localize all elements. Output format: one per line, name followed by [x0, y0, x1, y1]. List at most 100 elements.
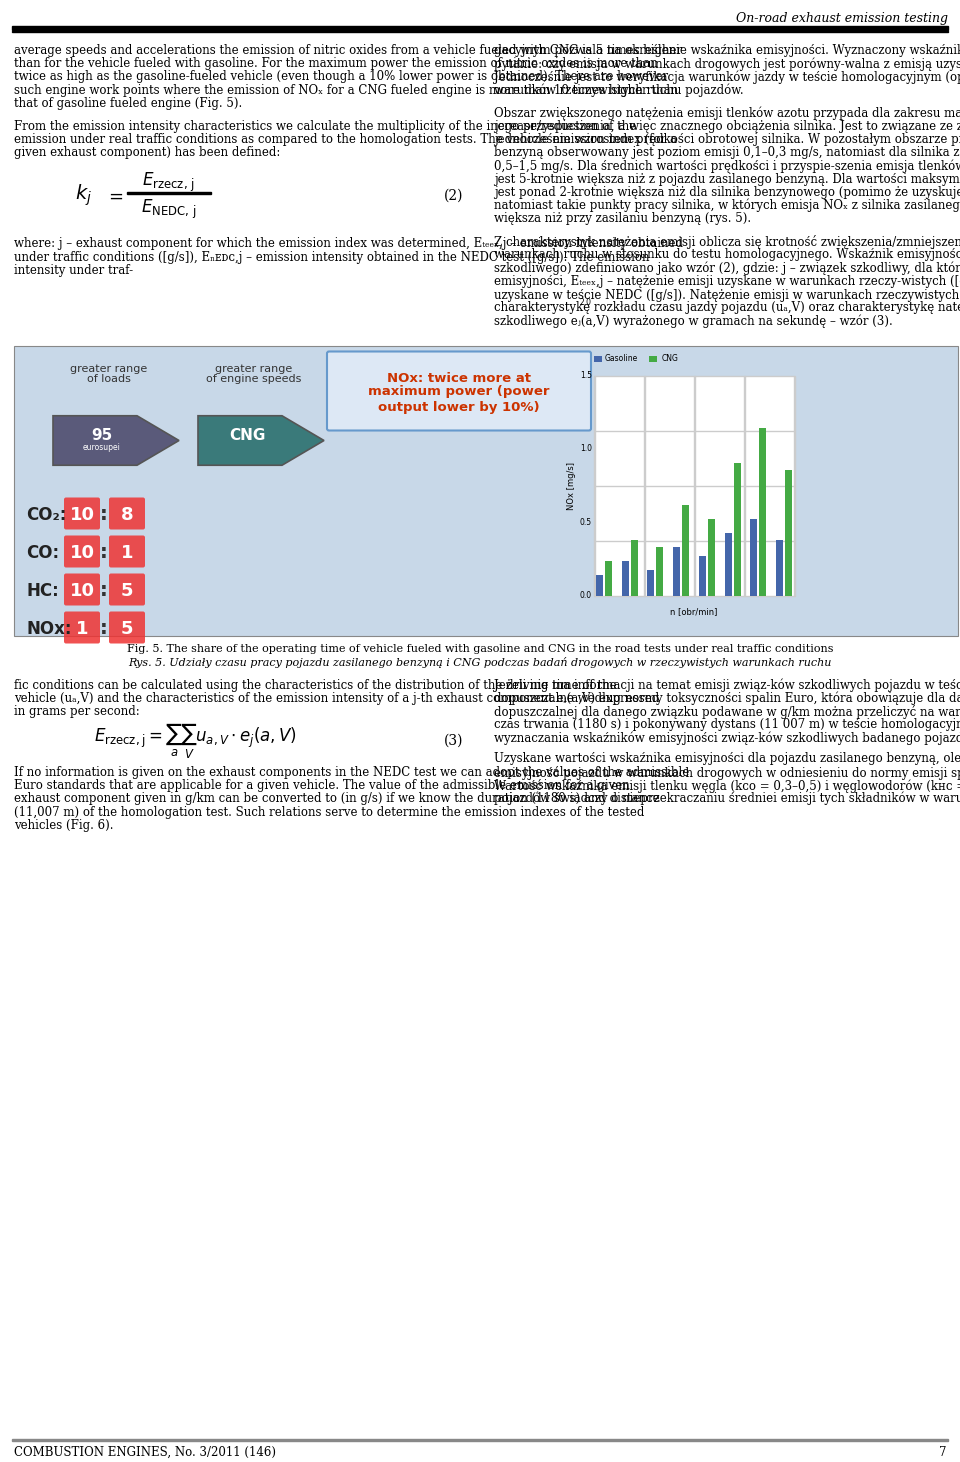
Text: (11,007 m) of the homologation test. Such relations serve to determine the emiss: (11,007 m) of the homologation test. Suc… — [14, 806, 644, 819]
FancyBboxPatch shape — [64, 573, 100, 605]
Text: maximum power (power: maximum power (power — [369, 386, 550, 399]
Text: 1: 1 — [121, 544, 133, 561]
Text: COMBUSTION ENGINES, No. 3/2011 (146): COMBUSTION ENGINES, No. 3/2011 (146) — [14, 1446, 276, 1459]
Text: such engine work points where the emission of NOₓ for a CNG fueled engine is mor: such engine work points where the emissi… — [14, 83, 678, 96]
Bar — [605, 560, 612, 595]
Text: NOx [mg/s]: NOx [mg/s] — [567, 462, 577, 509]
FancyBboxPatch shape — [109, 611, 145, 643]
Text: jest ponad 2-krotnie większa niż dla silnika benzynowego (pomimo że uzyskuje się: jest ponad 2-krotnie większa niż dla sil… — [494, 186, 960, 199]
Text: vehicle (uₐ,V) and the characteristics of the emission intensity of a j-th exhau: vehicle (uₐ,V) and the characteristics o… — [14, 692, 660, 705]
Bar — [657, 547, 663, 595]
Bar — [649, 355, 657, 361]
Text: eurosupei: eurosupei — [84, 443, 121, 452]
Text: Jednocześnie jest to weryfikacja warunków jazdy w teście homologacyjnym (opracow: Jednocześnie jest to weryfikacja warunkó… — [494, 70, 960, 83]
Text: 7: 7 — [939, 1446, 946, 1459]
Text: Rys. 5. Udziały czasu pracy pojazdu zasilanego benzyną i CNG podczas badań drogo: Rys. 5. Udziały czasu pracy pojazdu zasi… — [129, 656, 831, 668]
Text: of engine speeds: of engine speeds — [206, 374, 301, 385]
Text: greater range: greater range — [70, 364, 148, 373]
Text: :: : — [100, 618, 108, 637]
Bar — [631, 539, 637, 595]
Text: benzyną obserwowany jest poziom emisji 0,1–0,3 mg/s, natomiast dla silnika zasil: benzyną obserwowany jest poziom emisji 0… — [494, 146, 960, 159]
Text: 0.0: 0.0 — [580, 591, 592, 599]
Text: gacyjnym pozwala na określenie wskaźnika emisyjności. Wyznaczony wskaźnik emisyj: gacyjnym pozwala na określenie wskaźnika… — [494, 44, 960, 57]
Bar — [14, 345, 958, 636]
Text: warunkach ruchu w stosunku do testu homologacyjnego. Wskaźnik emisyjności pojazd: warunkach ruchu w stosunku do testu homo… — [494, 249, 960, 262]
Text: average speeds and accelerations the emission of nitric oxides from a vehicle fu: average speeds and accelerations the emi… — [14, 44, 683, 57]
Bar — [594, 376, 794, 595]
Text: (3): (3) — [444, 734, 463, 749]
Text: Fig. 5. The share of the operating time of vehicle fueled with gasoline and CNG : Fig. 5. The share of the operating time … — [127, 643, 833, 654]
Bar — [683, 504, 689, 595]
Text: output lower by 10%): output lower by 10%) — [378, 401, 540, 414]
Text: fic conditions can be calculated using the characteristics of the distribution o: fic conditions can be calculated using t… — [14, 678, 616, 692]
FancyBboxPatch shape — [64, 497, 100, 529]
Text: :: : — [100, 580, 108, 599]
FancyBboxPatch shape — [109, 497, 145, 529]
Text: Uzyskane wartości wskaźnika emisyjności dla pojazdu zasilanego benzyną, olejem n: Uzyskane wartości wskaźnika emisyjności … — [494, 753, 960, 766]
Polygon shape — [53, 415, 179, 465]
Text: NOx: twice more at: NOx: twice more at — [387, 371, 531, 385]
Bar — [622, 560, 629, 595]
Bar — [699, 557, 706, 595]
Bar — [594, 355, 602, 361]
FancyBboxPatch shape — [109, 573, 145, 605]
Text: emission under real traffic conditions as compared to the homologation tests. Th: emission under real traffic conditions a… — [14, 133, 677, 146]
Text: where: j – exhaust component for which the emission index was determined, Eₜₑₑₓ,: where: j – exhaust component for which t… — [14, 237, 683, 250]
Bar — [751, 519, 757, 595]
Text: 8: 8 — [121, 506, 133, 523]
Text: uzyskane w teście NEDC ([g/s]). Natężenie emisji w warunkach rzeczywistych można: uzyskane w teście NEDC ([g/s]). Natężeni… — [494, 288, 960, 303]
Text: $E_{\rm rzecz,j} = \sum_a \sum_V u_{a,V} \cdot e_j(a,V)$: $E_{\rm rzecz,j} = \sum_a \sum_V u_{a,V}… — [94, 721, 297, 760]
Text: pytanie: czy emisja w warunkach drogowych jest porówny-walna z emisją uzyskiwaną: pytanie: czy emisja w warunkach drogowyc… — [494, 57, 960, 70]
Text: CNG: CNG — [228, 428, 265, 443]
Text: 5: 5 — [121, 582, 133, 599]
Bar — [776, 539, 783, 595]
Text: 10: 10 — [69, 582, 94, 599]
Text: NOx:: NOx: — [26, 620, 71, 637]
Text: 0.5: 0.5 — [580, 518, 592, 526]
Text: Obszar zwiększonego natężenia emisji tlenków azotu przypada dla zakresu maksymal: Obszar zwiększonego natężenia emisji tle… — [494, 107, 960, 120]
Text: emisyjności, Eₜₑₑₓ,j – natężenie emisji uzyskane w warunkach rzeczy-wistych ([g/: emisyjności, Eₜₑₑₓ,j – natężenie emisji … — [494, 275, 960, 288]
FancyBboxPatch shape — [109, 535, 145, 567]
Text: :: : — [100, 542, 108, 561]
Text: vehicles (Fig. 6).: vehicles (Fig. 6). — [14, 819, 113, 832]
Text: szkodliwego) zdeﬁniowano jako wzór (2), gdzie: j – związek szkodliwy, dla któreg: szkodliwego) zdeﬁniowano jako wzór (2), … — [494, 262, 960, 275]
FancyBboxPatch shape — [64, 535, 100, 567]
FancyBboxPatch shape — [64, 611, 100, 643]
Bar — [673, 547, 680, 595]
Text: 10: 10 — [69, 544, 94, 561]
Text: 5: 5 — [121, 620, 133, 637]
Text: Jeżeli nie ma informacji na temat emisji związ-ków szkodliwych pojazdu w teście : Jeżeli nie ma informacji na temat emisji… — [494, 678, 960, 693]
Text: On-road exhaust emission testing: On-road exhaust emission testing — [736, 12, 948, 25]
Text: exhaust component given in g/km can be converted to (in g/s) if we know the dura: exhaust component given in g/km can be c… — [14, 792, 660, 806]
Polygon shape — [198, 415, 324, 465]
Text: szkodliwego eⱼ(a,V) wyrażonego w gramach na sekundę – wzór (3).: szkodliwego eⱼ(a,V) wyrażonego w gramach… — [494, 314, 893, 327]
Text: greater range: greater range — [215, 364, 293, 373]
Text: Z charakterystyk natężenia emisji oblicza się krotność zwiększenia/zmniejszenia : Z charakterystyk natężenia emisji oblicz… — [494, 235, 960, 250]
Bar — [708, 519, 715, 595]
Text: $E_{\rm rzecz,\, j}$: $E_{\rm rzecz,\, j}$ — [142, 171, 196, 194]
Text: If no information is given on the exhaust components in the NEDC test we can ado: If no information is given on the exhaus… — [14, 766, 689, 779]
Text: From the emission intensity characteristics we calculate the multiplicity of the: From the emission intensity characterist… — [14, 120, 636, 133]
Text: twice as high as the gasoline-fueled vehicle (even though a 10% lower power is o: twice as high as the gasoline-fueled veh… — [14, 70, 668, 83]
Text: czas trwania (1180 s) i pokonywany dystans (11 007 m) w teście homologacyjnym. Z: czas trwania (1180 s) i pokonywany dysta… — [494, 718, 960, 731]
Text: warunków rzeczywistych ruchu pojazdów.: warunków rzeczywistych ruchu pojazdów. — [494, 83, 744, 96]
Text: 95: 95 — [91, 428, 112, 443]
Text: 1.0: 1.0 — [580, 444, 592, 453]
Text: charakterystykę rozkładu czasu jazdy pojazdu (uₐ,V) oraz charakterystykę natężen: charakterystykę rozkładu czasu jazdy poj… — [494, 301, 960, 314]
Text: under traffic conditions ([g/s]), Eₙᴇᴅᴄ,j – emission intensity obtained in the N: under traffic conditions ([g/s]), Eₙᴇᴅᴄ,… — [14, 250, 650, 263]
Text: jest 5-krotnie większa niż z pojazdu zasilanego benzyną. Dla wartości maksymalne: jest 5-krotnie większa niż z pojazdu zas… — [494, 173, 960, 186]
Bar — [12, 26, 948, 29]
Text: 10: 10 — [69, 506, 94, 523]
Text: Gasoline: Gasoline — [605, 354, 638, 363]
Text: that of gasoline fueled engine (Fig. 5).: that of gasoline fueled engine (Fig. 5). — [14, 96, 242, 110]
Text: CO:: CO: — [26, 544, 60, 561]
Text: natomiast takie punkty pracy silnika, w których emisja NOₓ z silnika zasilanego : natomiast takie punkty pracy silnika, w … — [494, 199, 960, 212]
Text: (2): (2) — [444, 189, 463, 202]
Text: CNG: CNG — [662, 354, 679, 363]
Text: dopuszczalnej dla danego związku podawane w g/km można przeliczyć na wartości na: dopuszczalnej dla danego związku podawan… — [494, 705, 960, 719]
Text: $=$: $=$ — [105, 186, 123, 205]
Text: 1: 1 — [76, 620, 88, 637]
FancyBboxPatch shape — [327, 351, 591, 430]
Text: :: : — [100, 504, 108, 523]
Text: dopuszczalne według normy toksyczności spalin Euro, która obowiązuje dla danego : dopuszczalne według normy toksyczności s… — [494, 692, 960, 705]
